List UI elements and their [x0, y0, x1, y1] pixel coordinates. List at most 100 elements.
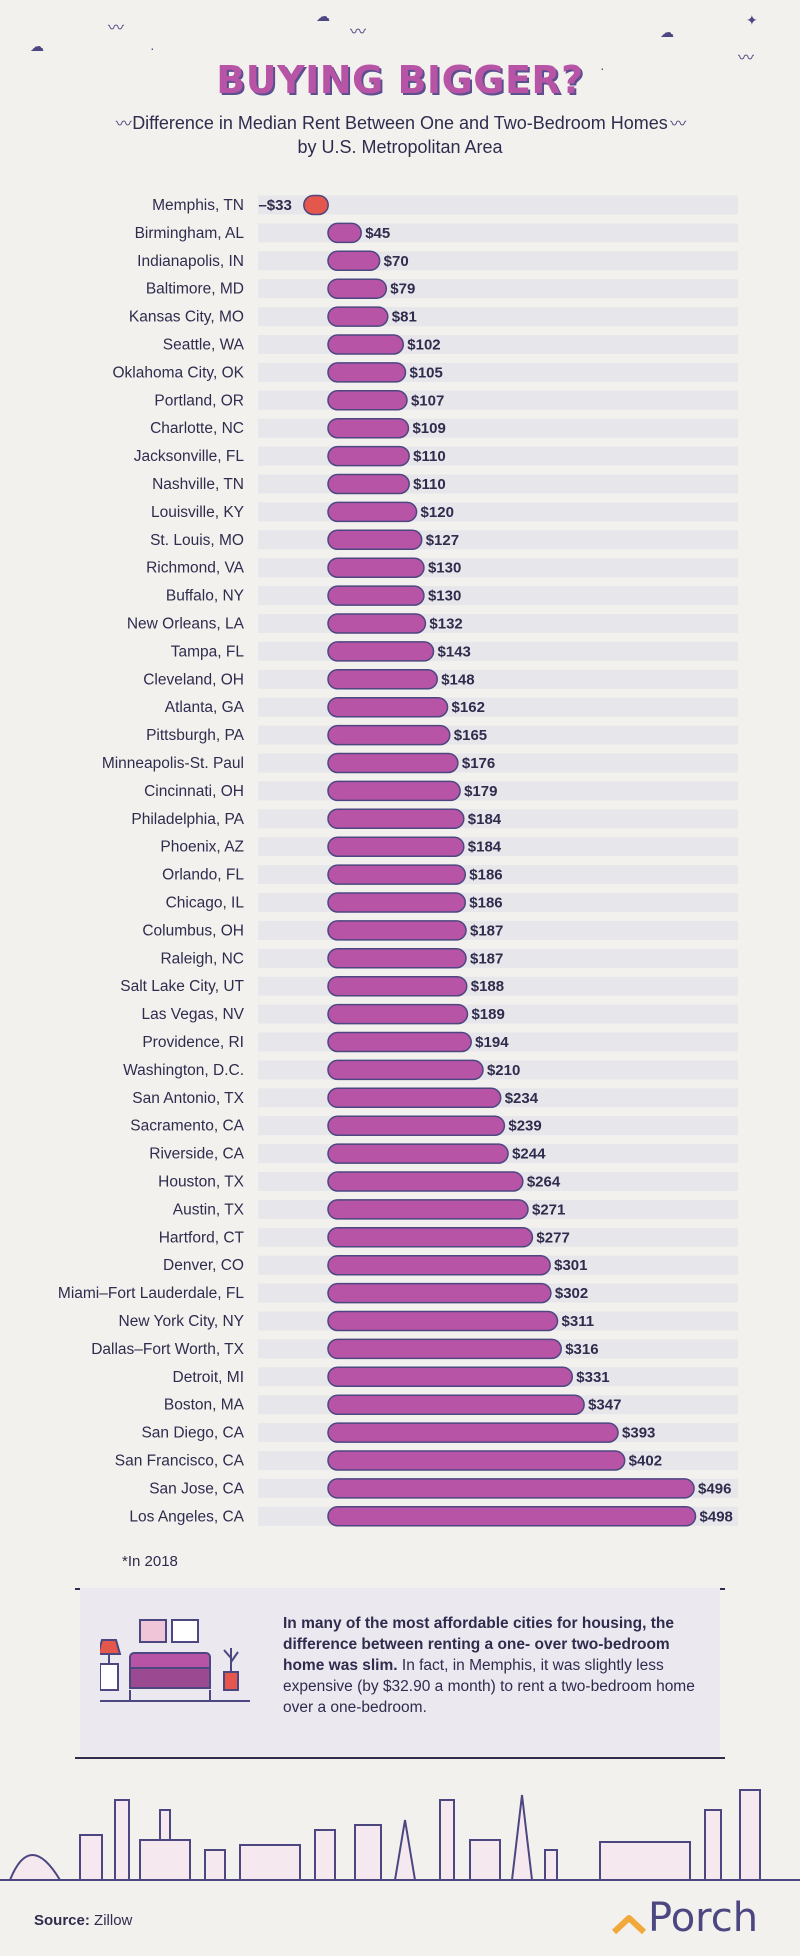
value-label: $234 — [505, 1090, 539, 1107]
category-label: Washington, D.C. — [123, 1062, 244, 1079]
bar — [327, 529, 423, 551]
bar — [327, 1059, 484, 1081]
bar — [327, 1199, 529, 1220]
value-label: $316 — [565, 1341, 598, 1358]
value-label: $165 — [454, 727, 487, 744]
category-label: Las Vegas, NV — [141, 1006, 244, 1023]
category-label: Los Angeles, CA — [129, 1508, 244, 1525]
bar-row: Atlanta, GA $162 — [165, 696, 738, 718]
category-label: San Jose, CA — [149, 1480, 244, 1497]
category-label: Birmingham, AL — [135, 225, 245, 242]
bar-row: Houston, TX $264 — [158, 1171, 738, 1192]
bar-row: Washington, D.C. $210 — [123, 1059, 738, 1081]
category-label: Boston, MA — [164, 1397, 245, 1414]
bar — [327, 1310, 559, 1332]
category-label: Richmond, VA — [146, 560, 245, 577]
cloud-icon: ☁ — [30, 38, 44, 54]
category-label: Hartford, CT — [159, 1229, 245, 1246]
bar — [327, 1394, 585, 1415]
bar — [327, 836, 465, 857]
category-label: Providence, RI — [142, 1034, 244, 1051]
category-label: Dallas–Fort Worth, TX — [91, 1341, 244, 1358]
bar — [327, 1506, 697, 1527]
value-label: $109 — [412, 420, 445, 437]
category-label: Charlotte, NC — [150, 420, 244, 437]
category-label: San Diego, CA — [141, 1425, 244, 1442]
porch-logo-icon — [612, 1915, 646, 1935]
bar — [327, 780, 461, 802]
value-label: $402 — [629, 1453, 662, 1470]
bar-row: St. Louis, MO $127 — [150, 529, 738, 551]
bar — [327, 222, 362, 244]
bar-row: Providence, RI $194 — [142, 1031, 738, 1053]
bar-row: San Jose, CA $496 — [149, 1478, 738, 1499]
bar — [327, 1227, 534, 1248]
cloud-icon: ☁ — [316, 8, 330, 24]
value-label: $244 — [512, 1146, 546, 1163]
bar — [327, 1422, 619, 1443]
category-label: Cincinnati, OH — [144, 783, 244, 800]
bar-row: Dallas–Fort Worth, TX $316 — [91, 1338, 738, 1360]
bar-row: San Antonio, TX $234 — [132, 1087, 738, 1109]
category-label: Minneapolis-St. Paul — [102, 755, 244, 772]
category-label: St. Louis, MO — [150, 532, 244, 549]
value-label: $162 — [452, 699, 485, 716]
bar-row: Hartford, CT $277 — [159, 1227, 738, 1248]
bar-row: Salt Lake City, UT $188 — [120, 975, 738, 997]
bar — [327, 1338, 562, 1360]
bar — [303, 194, 329, 216]
divider-bottom — [75, 1757, 725, 1759]
star-icon: ✦ — [746, 12, 758, 28]
value-label: $120 — [421, 504, 454, 521]
value-label: $70 — [384, 253, 409, 270]
bar-row: Portland, OR $107 — [154, 390, 738, 411]
value-label: $81 — [392, 309, 417, 326]
bar — [327, 696, 449, 718]
porch-logo-text: Porch — [648, 1895, 759, 1941]
bar-row: Seattle, WA $102 — [163, 334, 738, 355]
bar — [327, 585, 425, 606]
bar — [327, 1282, 552, 1304]
category-label: Austin, TX — [173, 1201, 245, 1218]
bar — [327, 334, 405, 355]
chart-title: BUYING BIGGER? — [216, 58, 584, 102]
bar-row: Buffalo, NY $130 — [166, 585, 738, 606]
bar — [327, 501, 418, 523]
bar-row: Minneapolis-St. Paul $176 — [102, 752, 738, 774]
value-label: $277 — [536, 1229, 569, 1246]
value-label: $102 — [407, 337, 440, 354]
bar — [327, 1143, 509, 1164]
bar — [327, 975, 468, 997]
bar — [327, 948, 467, 969]
value-label: $311 — [562, 1313, 595, 1330]
category-label: Atlanta, GA — [165, 699, 245, 716]
category-label: Cleveland, OH — [143, 671, 244, 688]
bar-row: San Diego, CA $393 — [141, 1422, 738, 1443]
value-label: $331 — [576, 1369, 609, 1386]
category-label: Riverside, CA — [149, 1146, 244, 1163]
source-value: Zillow — [94, 1912, 133, 1929]
bar-row: San Francisco, CA $402 — [115, 1450, 738, 1471]
bar-row: Columbus, OH $187 — [142, 920, 738, 941]
bar — [327, 473, 410, 495]
category-label: Pittsburgh, PA — [146, 727, 245, 744]
city-skyline-illustration — [0, 1789, 800, 1881]
value-label: $301 — [554, 1257, 587, 1274]
chart-subtitle: 〰 Difference in Median Rent Between One … — [60, 112, 740, 158]
bar-row: Phoenix, AZ $184 — [160, 836, 738, 857]
source-credit: Source: Zillow — [34, 1912, 132, 1929]
category-label: Seattle, WA — [163, 337, 245, 354]
bar-row: Austin, TX $271 — [173, 1199, 738, 1220]
bar — [327, 1087, 502, 1109]
value-label: –$33 — [258, 197, 291, 214]
bar-row: Sacramento, CA $239 — [130, 1115, 738, 1136]
bar — [327, 808, 465, 830]
value-label: $179 — [464, 783, 497, 800]
bar-row: Chicago, IL $186 — [166, 892, 738, 913]
bar — [327, 752, 459, 774]
bar-row: Tampa, FL $143 — [171, 641, 738, 662]
note-box — [80, 1588, 720, 1756]
note-regular-text: In fact, in Memphis, it was slightly les… — [283, 1657, 695, 1716]
bar-row: Oklahoma City, OK $105 — [112, 362, 738, 383]
